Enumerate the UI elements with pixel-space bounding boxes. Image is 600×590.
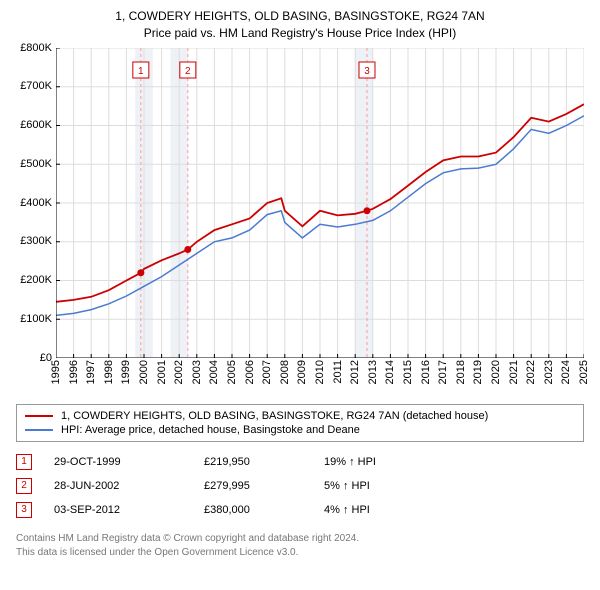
plot-svg: 1 2 3 (56, 48, 584, 358)
x-tick-label: 2025 (578, 360, 590, 384)
x-tick-label: 2007 (261, 360, 273, 384)
footer-line2: This data is licensed under the Open Gov… (16, 546, 584, 560)
sale-hpi: 5% ↑ HPI (324, 480, 444, 492)
x-tick-label: 1996 (68, 360, 80, 384)
x-axis-labels: 1995199619971998199920002001200220032004… (56, 358, 584, 398)
sale-price: £380,000 (204, 504, 324, 516)
x-tick-label: 2012 (349, 360, 361, 384)
sale-row: 2 28-JUN-2002£279,9955% ↑ HPI (16, 474, 584, 498)
sale-date: 28-JUN-2002 (54, 480, 204, 492)
x-tick-label: 2016 (420, 360, 432, 384)
sale-marker: 3 (16, 502, 32, 518)
x-tick-label: 2002 (173, 360, 185, 384)
x-tick-label: 1997 (85, 360, 97, 384)
x-tick-label: 2019 (472, 360, 484, 384)
sale-hpi: 19% ↑ HPI (324, 456, 444, 468)
x-tick-label: 1995 (50, 360, 62, 384)
sale-date: 03-SEP-2012 (54, 504, 204, 516)
sale-marker: 1 (16, 454, 32, 470)
legend-item: HPI: Average price, detached house, Basi… (25, 423, 575, 437)
svg-text:2: 2 (185, 66, 191, 77)
x-tick-label: 2021 (508, 360, 520, 384)
x-tick-label: 2014 (384, 360, 396, 384)
footer: Contains HM Land Registry data © Crown c… (16, 532, 584, 560)
chart-title-line2: Price paid vs. HM Land Registry's House … (8, 25, 592, 42)
x-tick-label: 2017 (437, 360, 449, 384)
x-tick-label: 2015 (402, 360, 414, 384)
x-tick-label: 2010 (314, 360, 326, 384)
y-tick-label: £200K (20, 274, 52, 286)
y-tick-label: £600K (20, 119, 52, 131)
x-tick-label: 2020 (490, 360, 502, 384)
x-tick-label: 2013 (367, 360, 379, 384)
x-tick-label: 2003 (191, 360, 203, 384)
x-tick-label: 2000 (138, 360, 150, 384)
y-tick-label: £100K (20, 313, 52, 325)
svg-text:1: 1 (138, 66, 144, 77)
x-tick-label: 1998 (103, 360, 115, 384)
x-tick-label: 2022 (525, 360, 537, 384)
x-tick-label: 2004 (208, 360, 220, 384)
x-tick-label: 2008 (279, 360, 291, 384)
legend-label: 1, COWDERY HEIGHTS, OLD BASING, BASINGST… (61, 410, 488, 422)
y-tick-label: £700K (20, 80, 52, 92)
chart-title-line1: 1, COWDERY HEIGHTS, OLD BASING, BASINGST… (8, 8, 592, 25)
legend-box: 1, COWDERY HEIGHTS, OLD BASING, BASINGST… (16, 404, 584, 442)
y-tick-label: £500K (20, 158, 52, 170)
y-tick-label: £400K (20, 197, 52, 209)
x-tick-label: 2001 (156, 360, 168, 384)
sale-rows: 1 29-OCT-1999£219,95019% ↑ HPI 2 28-JUN-200… (16, 450, 584, 522)
y-axis-labels: £0£100K£200K£300K£400K£500K£600K£700K£80… (8, 48, 54, 358)
sale-date: 29-OCT-1999 (54, 456, 204, 468)
sale-price: £219,950 (204, 456, 324, 468)
legend-label: HPI: Average price, detached house, Basi… (61, 424, 360, 436)
y-tick-label: £800K (20, 42, 52, 54)
legend-swatch (25, 415, 53, 417)
sale-row: 1 29-OCT-1999£219,95019% ↑ HPI (16, 450, 584, 474)
legend-item: 1, COWDERY HEIGHTS, OLD BASING, BASINGST… (25, 409, 575, 423)
x-tick-label: 1999 (120, 360, 132, 384)
sale-hpi: 4% ↑ HPI (324, 504, 444, 516)
chart-container: 1, COWDERY HEIGHTS, OLD BASING, BASINGST… (8, 8, 592, 560)
x-tick-label: 2006 (244, 360, 256, 384)
chart-title-block: 1, COWDERY HEIGHTS, OLD BASING, BASINGST… (8, 8, 592, 42)
x-tick-label: 2018 (455, 360, 467, 384)
footer-line1: Contains HM Land Registry data © Crown c… (16, 532, 584, 546)
svg-text:3: 3 (364, 66, 370, 77)
sale-marker: 2 (16, 478, 32, 494)
sale-price: £279,995 (204, 480, 324, 492)
x-tick-label: 2024 (560, 360, 572, 384)
x-tick-label: 2011 (332, 360, 344, 384)
x-tick-label: 2005 (226, 360, 238, 384)
y-tick-label: £300K (20, 235, 52, 247)
sale-row: 3 03-SEP-2012£380,0004% ↑ HPI (16, 498, 584, 522)
x-tick-label: 2009 (296, 360, 308, 384)
legend-swatch (25, 429, 53, 431)
plot-area: £0£100K£200K£300K£400K£500K£600K£700K£80… (56, 48, 584, 358)
x-tick-label: 2023 (543, 360, 555, 384)
